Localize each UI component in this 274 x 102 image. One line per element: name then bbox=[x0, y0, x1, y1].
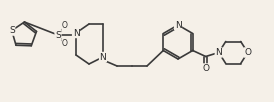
Text: O: O bbox=[202, 64, 209, 73]
Text: O: O bbox=[62, 39, 68, 48]
Text: S: S bbox=[55, 30, 61, 39]
Text: S: S bbox=[9, 26, 15, 35]
Text: N: N bbox=[73, 28, 79, 38]
Text: O: O bbox=[62, 22, 68, 30]
Text: N: N bbox=[215, 48, 222, 57]
Text: N: N bbox=[100, 53, 106, 62]
Text: O: O bbox=[244, 48, 251, 57]
Text: N: N bbox=[175, 21, 181, 29]
